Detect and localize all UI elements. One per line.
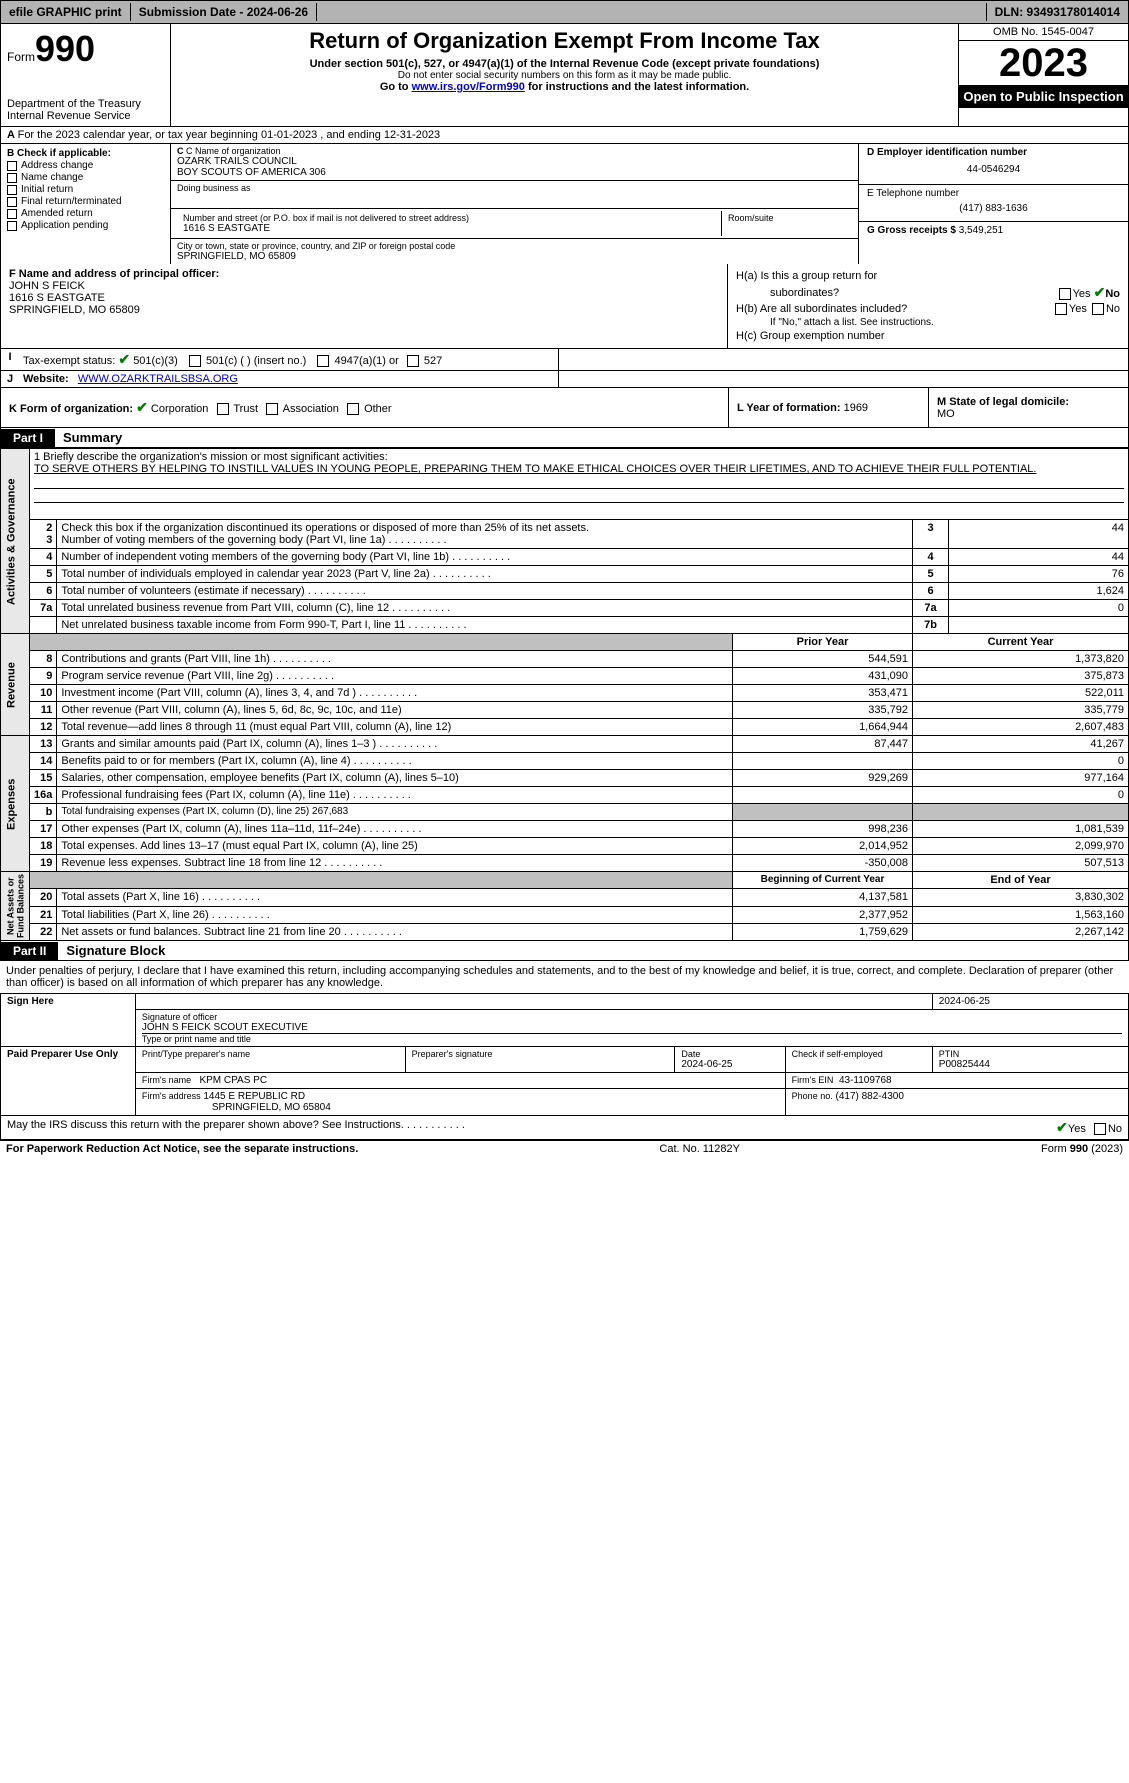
officer-name: JOHN S FEICK <box>9 280 85 292</box>
box-c: C C Name of organization OZARK TRAILS CO… <box>171 144 858 264</box>
checkbox-amended[interactable] <box>7 209 17 219</box>
form-instructions-line: Go to www.irs.gov/Form990 for instructio… <box>175 81 954 93</box>
officer-signature: JOHN S FEICK SCOUT EXECUTIVE <box>142 1022 1122 1033</box>
perjury-statement: Under penalties of perjury, I declare th… <box>0 961 1129 993</box>
row-i: I Tax-exempt status: ✔ 501(c)(3) 501(c) … <box>0 349 1129 371</box>
top-toolbar: efile GRAPHIC print Submission Date - 20… <box>0 0 1129 24</box>
box-b: B Check if applicable: Address change Na… <box>1 144 171 264</box>
section-fh: F Name and address of principal officer:… <box>0 264 1129 349</box>
state-domicile: MO <box>937 408 955 420</box>
checkbox-ha-yes[interactable] <box>1059 288 1071 300</box>
vlabel-ag: Activities & Governance <box>1 449 30 634</box>
firm-ein: 43-1109768 <box>839 1075 892 1086</box>
year-formation: 1969 <box>844 402 868 414</box>
row-j: J Website: WWW.OZARKTRAILSBSA.ORG <box>0 371 1129 388</box>
mission-question: 1 Briefly describe the organization's mi… <box>34 451 1124 463</box>
checkbox-initial-return[interactable] <box>7 185 17 195</box>
val-3: 44 <box>949 520 1129 549</box>
checkbox-assoc[interactable] <box>266 403 278 415</box>
checkbox-name-change[interactable] <box>7 173 17 183</box>
irs-link[interactable]: www.irs.gov/Form990 <box>412 81 525 93</box>
checkbox-527[interactable] <box>407 355 419 367</box>
signature-block: Under penalties of perjury, I declare th… <box>0 961 1129 1140</box>
checkbox-address-change[interactable] <box>7 161 17 171</box>
paid-preparer-label: Paid Preparer Use Only <box>1 1047 136 1116</box>
mission-text: TO SERVE OTHERS BY HELPING TO INSTILL VA… <box>34 463 1124 475</box>
checkbox-501c[interactable] <box>189 355 201 367</box>
vlabel-netassets: Net Assets or Fund Balances <box>1 872 30 941</box>
dln: DLN: 93493178014014 <box>986 3 1128 21</box>
vlabel-expenses: Expenses <box>1 736 30 872</box>
checkbox-other[interactable] <box>347 403 359 415</box>
box-f: F Name and address of principal officer:… <box>1 264 728 348</box>
checkbox-hb-no[interactable] <box>1092 303 1104 315</box>
open-to-public: Open to Public Inspection <box>959 85 1128 108</box>
checkbox-4947[interactable] <box>317 355 329 367</box>
part-1-header: Part ISummary <box>0 428 1129 448</box>
dept-treasury: Department of the Treasury Internal Reve… <box>7 98 164 122</box>
sig-date: 2024-06-25 <box>932 994 1128 1010</box>
form-number: Form990 <box>7 28 164 70</box>
vlabel-revenue: Revenue <box>1 634 30 736</box>
row-a-period: A For the 2023 calendar year, or tax yea… <box>0 127 1129 144</box>
form-subtitle-2: Do not enter social security numbers on … <box>175 70 954 81</box>
checkbox-hb-yes[interactable] <box>1055 303 1067 315</box>
box-h: H(a) Is this a group return for subordin… <box>728 264 1128 348</box>
checkbox-discuss-no[interactable] <box>1094 1123 1106 1135</box>
org-name-1: OZARK TRAILS COUNCIL <box>177 156 852 167</box>
sign-here-label: Sign Here <box>1 994 136 1047</box>
discuss-row: May the IRS discuss this return with the… <box>0 1116 1129 1140</box>
ptin: P00825444 <box>939 1059 990 1070</box>
check-icon: ✔ <box>1094 284 1106 300</box>
form-subtitle-1: Under section 501(c), 527, or 4947(a)(1)… <box>175 58 954 70</box>
row-klm: K Form of organization: ✔ Corporation Tr… <box>0 388 1129 428</box>
summary-table: Activities & Governance 1 Briefly descri… <box>0 448 1129 941</box>
street-address: 1616 S EASTGATE <box>183 223 715 234</box>
part-2-header: Part IISignature Block <box>0 941 1129 961</box>
city-state-zip: SPRINGFIELD, MO 65809 <box>177 251 852 262</box>
efile-print-button[interactable]: efile GRAPHIC print <box>1 3 131 21</box>
website-link[interactable]: WWW.OZARKTRAILSBSA.ORG <box>78 373 238 385</box>
ein: 44-0546294 <box>867 158 1120 181</box>
firm-name: KPM CPAS PC <box>199 1075 267 1086</box>
org-name-2: BOY SCOUTS OF AMERICA 306 <box>177 167 852 178</box>
omb-number: OMB No. 1545-0047 <box>959 24 1128 41</box>
box-d-e-g: D Employer identification number 44-0546… <box>858 144 1128 264</box>
phone: (417) 883-1636 <box>867 199 1120 218</box>
checkbox-trust[interactable] <box>217 403 229 415</box>
checkbox-final-return[interactable] <box>7 197 17 207</box>
gross-receipts: 3,549,251 <box>959 225 1004 236</box>
preparer-phone: (417) 882-4300 <box>836 1091 904 1102</box>
page-footer: For Paperwork Reduction Act Notice, see … <box>0 1140 1129 1157</box>
section-bcd: B Check if applicable: Address change Na… <box>0 144 1129 264</box>
form-title: Return of Organization Exempt From Incom… <box>175 28 954 54</box>
checkbox-app-pending[interactable] <box>7 221 17 231</box>
submission-date: Submission Date - 2024-06-26 <box>131 3 317 21</box>
form-header: Form990 Department of the Treasury Inter… <box>0 24 1129 127</box>
tax-year: 2023 <box>959 41 1128 85</box>
